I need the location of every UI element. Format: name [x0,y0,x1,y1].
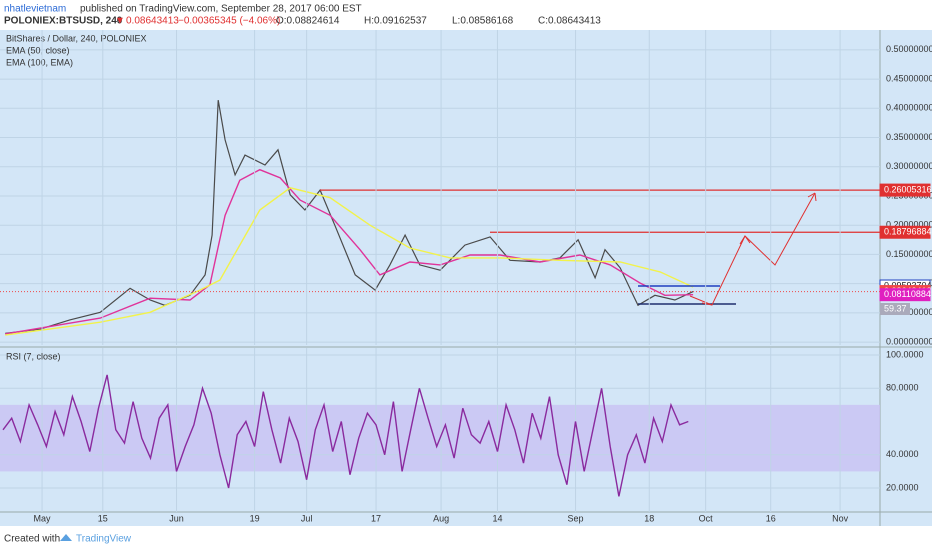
series-line [5,168,694,335]
change: −0.00365345 (−4.06%) [178,16,280,27]
price-marker-label: 0.26005316 [884,184,932,194]
y-tick-label: 100.0000 [886,349,924,359]
logo [60,534,72,541]
x-tick-label: 14 [492,513,502,523]
last-price: 0.08643413 [126,16,179,27]
x-tick-label: Oct [699,513,714,523]
author[interactable]: nhatlevietnam [4,4,66,15]
y-tick-label: 0.00000000 [886,336,932,346]
y-tick-label: 20.0000 [886,482,919,492]
x-tick-label: 18 [644,513,654,523]
change-arrow: ▼ [115,16,125,27]
arrow-head [744,235,751,244]
y-tick-label: 0.15000000 [886,249,932,259]
y-tick-label: 80.0000 [886,383,919,393]
open: O:0.08824614 [276,16,340,27]
arrow-head [807,192,816,198]
annotation: 59.37 [884,303,907,313]
price-marker [879,288,931,302]
footer-brand[interactable]: TradingView [76,534,132,545]
x-tick-label: 17 [371,513,381,523]
published: published on TradingView.com, September … [80,4,362,15]
arrow-head [739,235,746,245]
y-tick-label: 0.50000000 [886,44,932,54]
x-tick-label: 19 [250,513,260,523]
y-tick-label: 0.20000000 [886,220,932,230]
x-tick-label: Nov [832,513,849,523]
series-line [5,187,694,336]
y-tick-label: 0.45000000 [886,73,932,83]
high: H:0.09162537 [364,16,427,27]
low: L:0.08586168 [452,16,514,27]
x-tick-label: 16 [766,513,776,523]
y-tick-label: 0.35000000 [886,132,932,142]
symbol: POLONIEX:BTSUSD, 240 [4,16,123,27]
legend-entry: EMA (50, close) [6,45,70,55]
x-tick-label: May [34,513,52,523]
legend-entry: BitShares / Dollar, 240, POLONIEX [6,33,147,43]
legend-entry: EMA (100, EMA) [6,57,73,67]
close: C:0.08643413 [538,16,601,27]
y-tick-label: 0.30000000 [886,161,932,171]
price-marker-label: 0.08110884 [884,289,931,299]
y-tick-label: 0.40000000 [886,103,932,113]
footer-created: Created with [4,534,60,545]
y-tick-label: 40.0000 [886,449,919,459]
arrow-head [814,192,817,202]
x-tick-label: 15 [98,513,108,523]
x-tick-label: Aug [433,513,449,523]
annotation-box [880,303,910,315]
x-tick-label: Jun [169,513,184,523]
series-line [2,374,689,497]
x-tick-label: Jul [301,513,313,523]
legend-entry: RSI (7, close) [6,351,61,361]
x-tick-label: Sep [568,513,584,523]
price-marker-label: 0.18796884 [884,227,932,237]
arrow-head [701,302,713,306]
